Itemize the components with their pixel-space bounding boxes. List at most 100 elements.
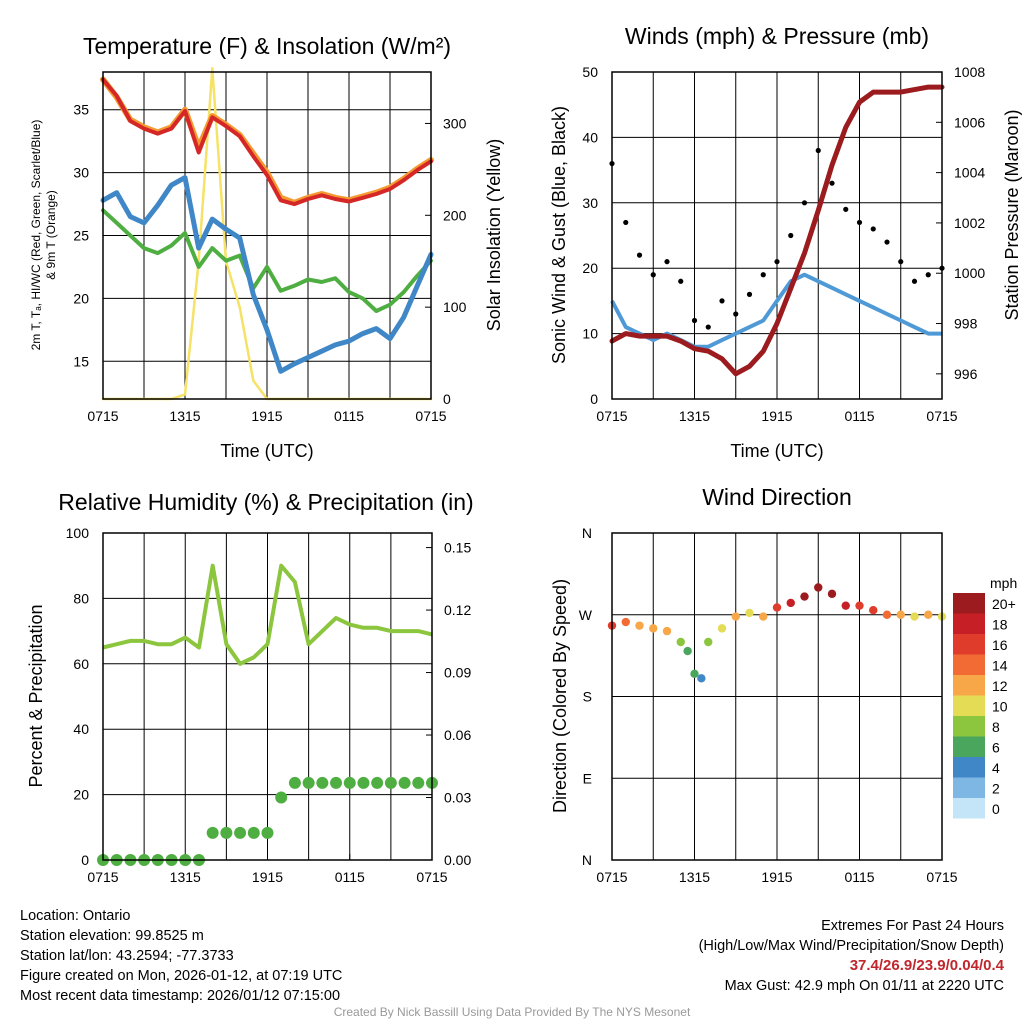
humidity-frame [102, 532, 433, 861]
direction-point [690, 669, 699, 678]
precip-point [371, 776, 384, 789]
y2-tick-label: 300 [443, 115, 467, 131]
x-tick-label: 0115 [844, 408, 874, 424]
speed-legend-label: 20+ [992, 596, 1016, 612]
direction-point [676, 637, 685, 647]
wind-direction-ylabel: Direction (Colored By Speed) [550, 579, 570, 813]
humidity-line [102, 563, 433, 666]
x-tick-label: 0715 [926, 869, 957, 885]
direction-point [635, 621, 644, 630]
direction-point [800, 592, 809, 601]
speed-legend-label: 4 [992, 760, 1000, 776]
gust-point [664, 259, 670, 265]
direction-point [662, 626, 672, 636]
speed-legend-label: 8 [992, 719, 1000, 735]
x-tick-label: 1315 [170, 869, 201, 885]
x-tick-label: 1315 [679, 408, 710, 424]
direction-point [869, 606, 878, 615]
y-tick-label: 100 [66, 525, 90, 541]
gust-point [678, 278, 684, 284]
y2-tick-label: 0.15 [444, 540, 471, 556]
y-tick-label: 30 [582, 195, 598, 211]
x-tick-label: 0715 [87, 408, 118, 424]
speed-legend-swatch [953, 593, 985, 614]
humidity-ylabel: Percent & Precipitation [26, 604, 46, 787]
speed-legend-label: 10 [992, 699, 1008, 715]
x-tick-label: 1915 [252, 869, 283, 885]
speed-legend-label: 12 [992, 678, 1008, 694]
direction-tick-label: N [582, 852, 592, 868]
x-tick-label: 0715 [416, 869, 447, 885]
winds-xlabel: Time (UTC) [730, 441, 823, 461]
speed-legend-swatch [953, 675, 985, 696]
extremes-values: 37.4/26.9/23.9/0.04/0.4 [849, 957, 1004, 974]
x-tick-label: 1315 [679, 869, 710, 885]
y2-tick-label: 0.06 [444, 727, 471, 743]
x-tick-label: 0715 [596, 869, 627, 885]
y-tick-label: 20 [73, 290, 89, 306]
y-tick-label: 60 [73, 656, 89, 672]
precip-point [302, 776, 315, 789]
precip-point [357, 776, 370, 789]
max-gust: Max Gust: 42.9 mph On 01/11 at 2220 UTC [724, 978, 1004, 994]
y2-tick-label: 0 [443, 391, 451, 407]
direction-point [910, 612, 919, 621]
y-tick-label: 30 [73, 165, 89, 181]
precip-point [234, 826, 247, 839]
hi-wc-line [100, 175, 434, 374]
gust-point [843, 206, 849, 212]
direction-tick-label: S [583, 689, 592, 705]
gust-point [870, 226, 876, 232]
precip-point [412, 776, 425, 789]
speed-legend-label: 16 [992, 637, 1008, 653]
speed-legend-label: 14 [992, 658, 1008, 674]
precip-point [343, 776, 356, 789]
gust-point [719, 298, 725, 304]
gust-point [650, 272, 656, 278]
speed-legend-swatch [953, 634, 985, 655]
humidity-title: Relative Humidity (%) & Precipitation (i… [58, 489, 473, 515]
x-tick-label: 1915 [761, 408, 792, 424]
precip-point [398, 776, 411, 789]
gust-point [801, 200, 808, 206]
y2-tick-label: 100 [443, 299, 467, 315]
station-location: Location: Ontario [20, 908, 131, 924]
speed-legend-swatch [953, 613, 985, 634]
gust-point [815, 147, 821, 154]
precip-point [275, 791, 288, 804]
y-tick-label: 20 [73, 787, 89, 803]
station-latlon: Station lat/lon: 43.2594; -77.3733 [20, 948, 234, 964]
y2-tick-label: 1000 [954, 265, 985, 281]
temperature-title: Temperature (F) & Insolation (W/m²) [83, 33, 451, 59]
speed-legend-swatch [953, 777, 985, 798]
speed-legend-label: 0 [992, 801, 1000, 817]
gust-point [884, 239, 890, 245]
direction-point [896, 610, 905, 619]
pressure-line [609, 84, 945, 377]
y2-tick-label: 0.12 [444, 602, 471, 618]
gust-point [691, 317, 698, 324]
wind-direction-panel: Wind Direction 0715 1315 1915 0115 0715NESWN… [550, 484, 1017, 885]
wind-direction-title: Wind Direction [702, 484, 852, 510]
extremes-subtitle: (High/Low/Max Wind/Precipitation/Snow De… [698, 938, 1004, 954]
winds-title: Winds (mph) & Pressure (mb) [625, 23, 929, 49]
x-tick-label: 1915 [251, 408, 282, 424]
solar-ylabel: Solar Insolation (Yellow) [484, 139, 504, 331]
gust-point [623, 219, 629, 226]
y2-tick-label: 0.09 [444, 665, 471, 681]
direction-point [882, 610, 892, 619]
direction-point [717, 624, 727, 633]
y2-tick-label: 200 [443, 207, 467, 223]
recent-timestamp: Most recent data timestamp: 2026/01/12 0… [20, 988, 341, 1004]
gust-point [760, 272, 766, 278]
direction-point [827, 589, 837, 599]
precip-point [316, 776, 329, 789]
gust-point [898, 259, 904, 265]
gust-point [911, 278, 918, 284]
gust-point [774, 259, 780, 265]
wind-direction-frame [611, 532, 943, 861]
extremes-info: Extremes For Past 24 Hours (High/Low/Max… [699, 916, 1004, 996]
direction-point [924, 610, 933, 619]
precip-point [288, 776, 301, 789]
precip-point [220, 826, 233, 839]
